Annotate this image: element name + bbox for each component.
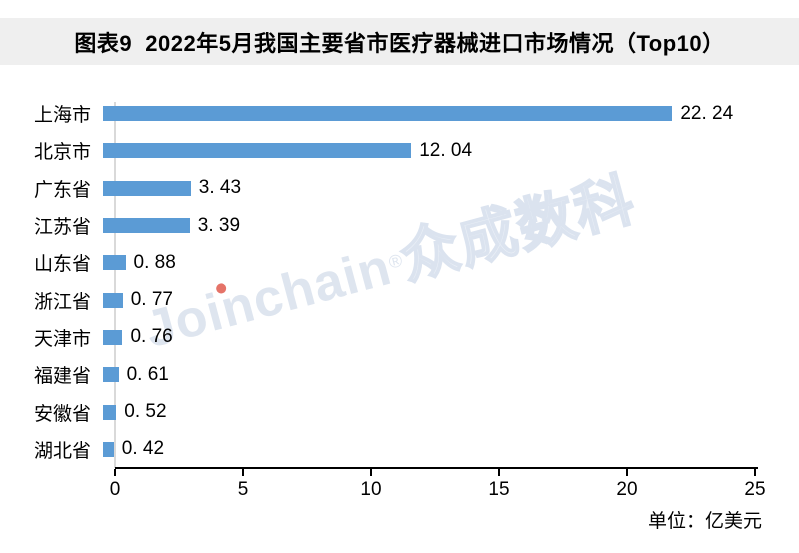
category-label: 浙江省	[33, 291, 91, 313]
x-axis-tick-label: 15	[488, 479, 510, 500]
value-label: 22. 24	[680, 102, 734, 124]
value-label: 0. 76	[130, 326, 173, 348]
x-axis-tick	[114, 469, 116, 476]
value-label: 0. 52	[124, 401, 167, 423]
bar	[103, 404, 117, 420]
bar-track: 0. 52	[103, 401, 743, 423]
category-label: 安徽省	[33, 403, 91, 425]
value-label: 0. 61	[126, 363, 169, 385]
bar-track: 0. 77	[103, 289, 743, 311]
bar	[103, 441, 114, 457]
value-label: 0. 42	[121, 438, 165, 460]
category-label: 福建省	[33, 366, 91, 388]
bar	[103, 329, 123, 345]
x-axis-tick	[754, 469, 756, 476]
category-label: 广东省	[33, 179, 91, 201]
x-axis-line: 0 5 10 15 20 25	[110, 467, 766, 500]
x-axis-tick	[626, 469, 628, 476]
x-axis-tick-label: 25	[744, 479, 766, 500]
bar-track: 12. 04	[103, 140, 743, 162]
bar-row: 江苏省 3. 39	[0, 207, 799, 244]
chart-title: 图表9 2022年5月我国主要省市医疗器械进口市场情况（Top10）	[74, 30, 725, 56]
category-label: 北京市	[33, 142, 91, 164]
bar	[103, 292, 123, 308]
bar-rows: 上海市 22. 24 北京市 12. 04 广东省 3. 43 江苏省 3. 39 山东省 0. …	[0, 95, 799, 468]
category-label: 江苏省	[33, 217, 91, 239]
category-label: 上海市	[33, 105, 91, 127]
bar-track: 22. 24	[103, 103, 743, 125]
x-axis-tick	[370, 469, 372, 476]
value-label: 3. 43	[198, 177, 242, 199]
bar	[103, 180, 191, 196]
bar	[103, 367, 119, 383]
x-axis-tick	[242, 469, 244, 476]
category-label: 天津市	[33, 328, 91, 350]
bar-row: 北京市 12. 04	[0, 132, 799, 169]
bar	[103, 218, 190, 234]
bar-track: 0. 88	[103, 252, 743, 274]
bar-row: 上海市 22. 24	[0, 95, 799, 132]
bar	[103, 143, 412, 159]
unit-label: 单位：亿美元	[647, 511, 762, 532]
bar-track: 0. 76	[103, 326, 743, 348]
bar	[103, 106, 673, 122]
y-axis-line	[114, 102, 116, 468]
chart-title-bar: 图表9 2022年5月我国主要省市医疗器械进口市场情况（Top10）	[0, 18, 799, 65]
x-axis-tick-label: 5	[237, 479, 249, 500]
value-label: 12. 04	[419, 139, 473, 161]
category-label: 湖北省	[33, 440, 91, 462]
bar-row: 天津市 0. 76	[0, 319, 799, 356]
bar-chart: 上海市 22. 24 北京市 12. 04 广东省 3. 43 江苏省 3. 39 山东省 0. …	[0, 95, 799, 468]
value-label: 3. 39	[197, 214, 241, 236]
bar-row: 山东省 0. 88	[0, 244, 799, 281]
bar-row: 广东省 3. 43	[0, 170, 799, 207]
bar-track: 0. 42	[103, 438, 743, 460]
bar-row: 湖北省 0. 42	[0, 431, 799, 468]
value-label: 0. 88	[133, 251, 176, 273]
bar-row: 浙江省 0. 77	[0, 281, 799, 318]
x-axis-tick-label: 20	[616, 479, 638, 500]
category-label: 山东省	[33, 254, 91, 276]
x-axis-tick-label: 10	[360, 479, 382, 500]
bar-row: 安徽省 0. 52	[0, 393, 799, 430]
value-label: 0. 77	[130, 289, 173, 311]
bar-track: 3. 43	[103, 177, 743, 199]
bar	[103, 255, 126, 271]
bar-track: 0. 61	[103, 364, 743, 386]
x-axis-tick	[498, 469, 500, 476]
x-axis-tick-label: 0	[109, 479, 121, 500]
bar-row: 福建省 0. 61	[0, 356, 799, 393]
bar-track: 3. 39	[103, 215, 743, 237]
